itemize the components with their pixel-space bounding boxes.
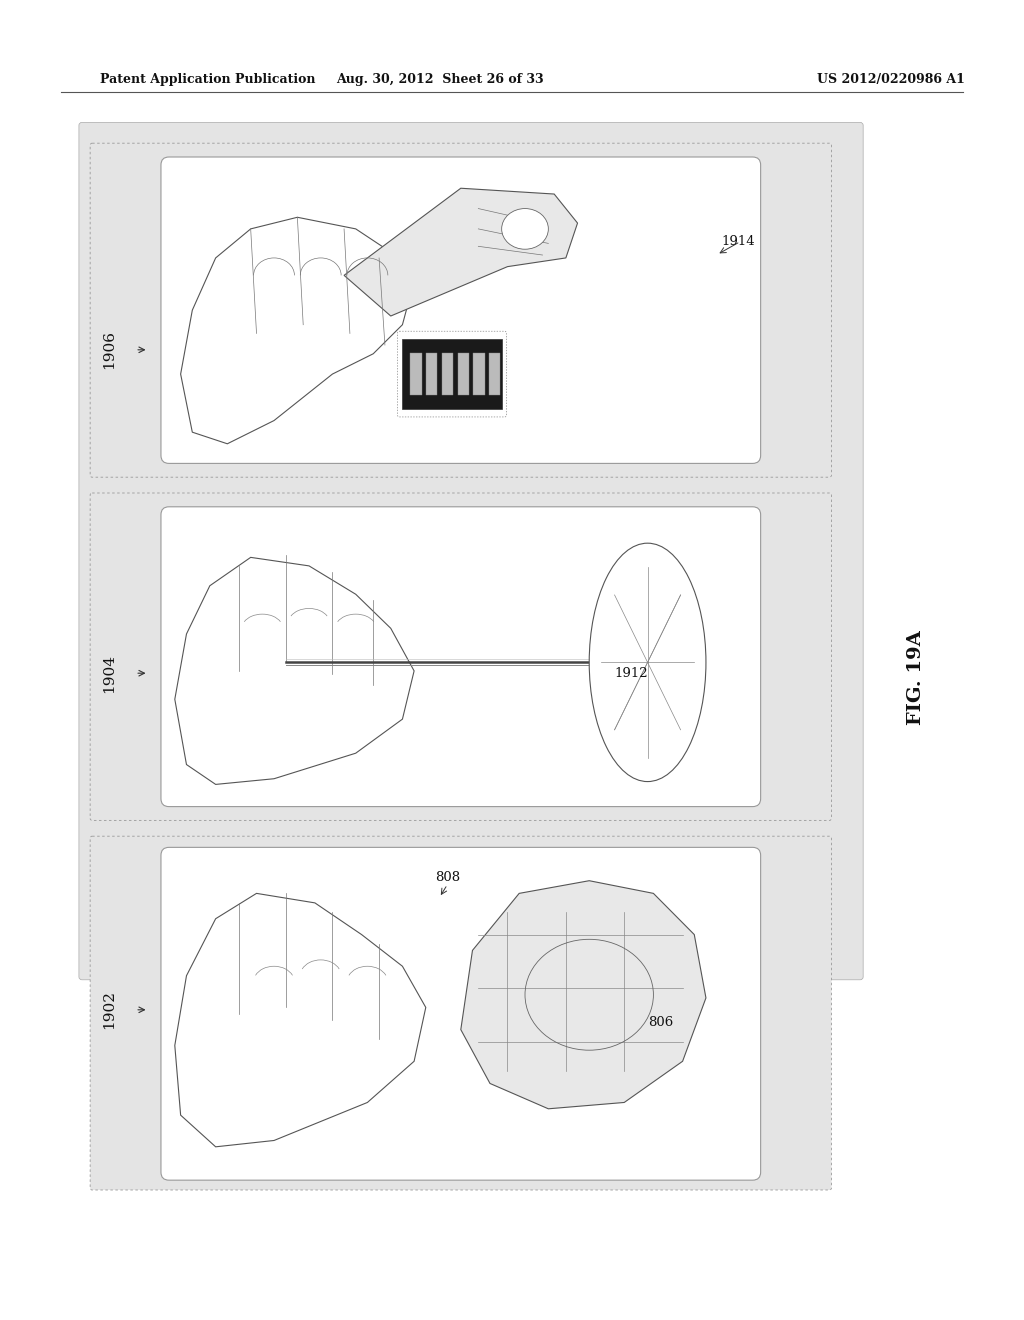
- Text: 1906: 1906: [102, 330, 117, 370]
- Text: 1912: 1912: [614, 667, 648, 680]
- Polygon shape: [461, 880, 706, 1109]
- Text: US 2012/0220986 A1: US 2012/0220986 A1: [817, 73, 965, 86]
- Bar: [426, 354, 437, 395]
- FancyBboxPatch shape: [161, 847, 761, 1180]
- Bar: [473, 354, 484, 395]
- Ellipse shape: [502, 209, 549, 249]
- Bar: [402, 339, 502, 409]
- Text: 806: 806: [648, 1016, 674, 1030]
- FancyBboxPatch shape: [79, 123, 863, 979]
- Bar: [411, 354, 422, 395]
- Text: 1914: 1914: [722, 235, 756, 248]
- Bar: [489, 354, 501, 395]
- FancyBboxPatch shape: [90, 492, 831, 821]
- Bar: [441, 354, 453, 395]
- Polygon shape: [180, 218, 414, 444]
- Text: 808: 808: [435, 871, 460, 884]
- FancyBboxPatch shape: [161, 157, 761, 463]
- Text: Aug. 30, 2012  Sheet 26 of 33: Aug. 30, 2012 Sheet 26 of 33: [337, 73, 544, 86]
- Text: 1904: 1904: [102, 653, 117, 693]
- Bar: [458, 354, 469, 395]
- FancyBboxPatch shape: [90, 143, 831, 478]
- Ellipse shape: [589, 544, 706, 781]
- Text: Patent Application Publication: Patent Application Publication: [100, 73, 315, 86]
- FancyBboxPatch shape: [90, 836, 831, 1191]
- Polygon shape: [344, 189, 578, 315]
- Text: FIG. 19A: FIG. 19A: [907, 630, 926, 725]
- Polygon shape: [175, 894, 426, 1147]
- Polygon shape: [175, 557, 414, 784]
- Text: 1902: 1902: [102, 990, 117, 1030]
- FancyBboxPatch shape: [161, 507, 761, 807]
